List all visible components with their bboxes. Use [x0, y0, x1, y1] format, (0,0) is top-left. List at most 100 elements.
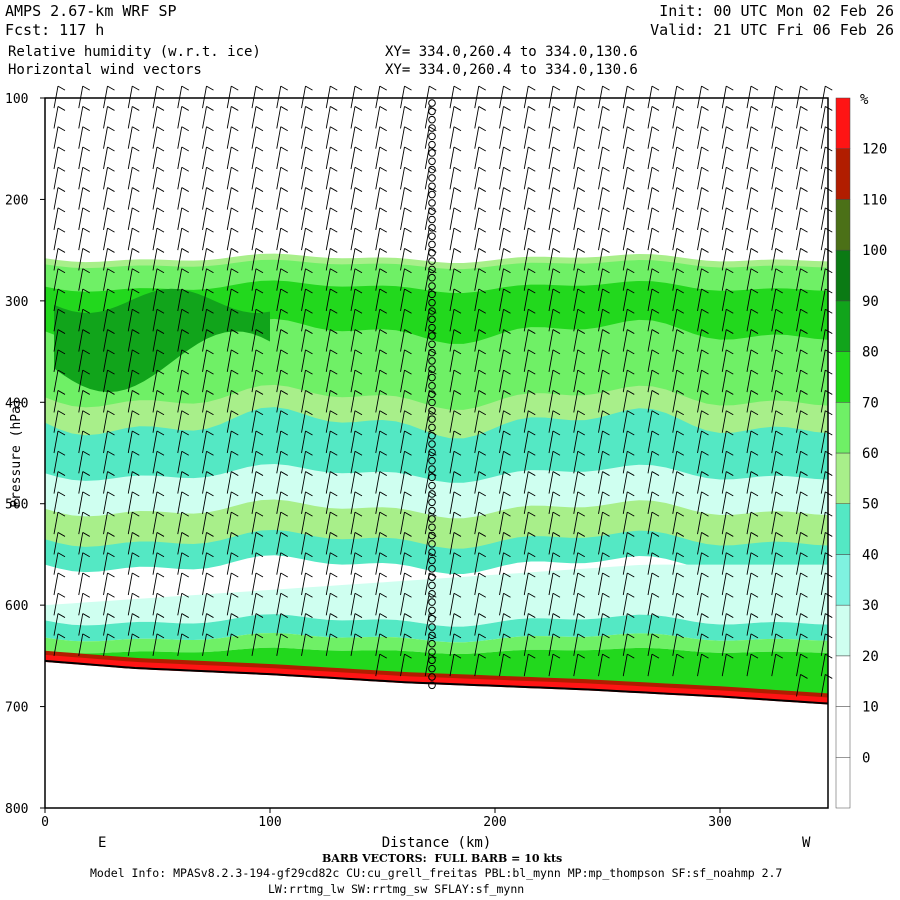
wind-barb — [127, 308, 140, 332]
wind-barb — [573, 511, 585, 535]
wind-barb — [721, 390, 734, 413]
wind-barb — [325, 248, 338, 271]
wind-barb — [177, 471, 189, 494]
wind-barb — [548, 552, 561, 575]
wind-barb — [548, 349, 561, 372]
y-tick-label: 200 — [5, 193, 28, 208]
wind-barb — [721, 613, 734, 636]
wind-barb — [301, 572, 313, 596]
wind-barb — [127, 329, 140, 352]
wind-barb — [53, 288, 66, 312]
wind-barb — [499, 450, 511, 474]
rh-band-teal-base — [45, 614, 828, 643]
wind-barb — [598, 552, 610, 575]
wind-barb — [251, 572, 264, 596]
wind-barb — [548, 430, 561, 454]
wind-barb — [375, 390, 387, 413]
wind-barb — [474, 308, 486, 332]
sounding-marker — [428, 673, 436, 681]
wind-barb — [301, 471, 313, 494]
wind-barb — [53, 85, 66, 109]
wind-barb — [499, 653, 511, 677]
wind-barb — [721, 349, 734, 372]
wind-barb — [202, 552, 214, 575]
wind-barb — [276, 613, 288, 636]
wind-barb — [598, 187, 610, 210]
wind-barb — [78, 491, 90, 514]
wind-barb — [53, 187, 66, 210]
wind-barb — [771, 633, 783, 656]
wind-barb — [350, 106, 363, 129]
wind-barb — [796, 532, 808, 555]
wind-barb — [796, 552, 808, 575]
wind-barb — [276, 106, 288, 129]
wind-barb — [177, 329, 189, 352]
wind-barb — [474, 126, 486, 149]
wind-barb — [474, 369, 486, 393]
wind-barb — [127, 450, 140, 474]
wind-barb — [276, 552, 288, 575]
wind-barb — [251, 308, 264, 332]
wind-barb — [573, 146, 585, 170]
wind-barb — [548, 329, 561, 352]
wind-barb — [573, 85, 585, 109]
wind-barb — [647, 106, 660, 129]
wind-barb — [127, 349, 140, 372]
wind-barb — [499, 592, 511, 616]
wind-barb — [276, 430, 288, 454]
wind-barb — [746, 552, 759, 575]
wind-barb — [622, 308, 635, 332]
wind-barb — [598, 633, 610, 656]
wind-barb — [449, 187, 462, 210]
y-axis-label: Pressure (hPa) — [9, 398, 24, 508]
wind-barb — [449, 613, 462, 636]
wind-barb — [78, 349, 90, 372]
colorbar-segment — [835, 199, 851, 251]
wind-barb — [697, 248, 709, 271]
wind-barb — [697, 187, 709, 210]
colorbar-segment — [835, 351, 851, 403]
wind-barb — [375, 349, 387, 372]
wind-barb — [796, 308, 808, 332]
wind-barb — [103, 227, 115, 251]
wind-barb — [474, 552, 486, 575]
wind-barb — [350, 126, 363, 149]
wind-barb — [226, 471, 239, 494]
wind-barb — [672, 268, 684, 291]
wind-barb — [672, 491, 684, 514]
wind-barb — [796, 390, 808, 413]
wind-barb — [251, 369, 264, 393]
wind-barb — [449, 572, 462, 596]
wind-barb — [721, 471, 734, 494]
wind-barb — [202, 166, 214, 190]
valid-time: Valid: 21 UTC Fri 06 Feb 26 — [650, 21, 894, 39]
wind-barb — [697, 511, 709, 535]
wind-barb — [350, 491, 363, 514]
colorbar-label: 100 — [862, 243, 887, 259]
sounding-marker — [428, 540, 436, 548]
wind-barb — [400, 552, 412, 575]
wind-barb — [598, 85, 610, 109]
wind-barb — [301, 85, 313, 109]
wind-barb — [771, 450, 783, 474]
sounding-marker — [428, 298, 436, 307]
wind-barb — [598, 106, 610, 129]
wind-barb — [796, 633, 808, 656]
wind-barb — [127, 552, 140, 575]
wind-barb — [449, 410, 462, 433]
wind-barb — [375, 592, 387, 616]
wind-barb — [400, 308, 412, 332]
colorbar-segment — [835, 503, 851, 555]
sounding-marker — [428, 565, 436, 573]
wind-barb — [251, 349, 264, 372]
wind-barb — [127, 511, 140, 535]
x-tick-label: 0 — [41, 815, 49, 830]
wind-barb — [796, 227, 808, 251]
sounding-marker — [428, 423, 436, 432]
wind-barb — [251, 633, 264, 656]
wind-barb — [499, 369, 511, 393]
wind-barb — [672, 288, 684, 312]
rh-band-moist-upper — [45, 280, 828, 363]
wind-barb — [499, 308, 511, 332]
